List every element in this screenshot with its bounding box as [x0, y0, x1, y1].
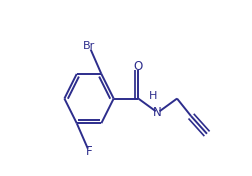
- Text: Br: Br: [83, 41, 95, 51]
- Text: O: O: [134, 60, 143, 73]
- Text: H: H: [149, 91, 158, 101]
- Text: F: F: [86, 145, 92, 158]
- Text: N: N: [153, 106, 162, 119]
